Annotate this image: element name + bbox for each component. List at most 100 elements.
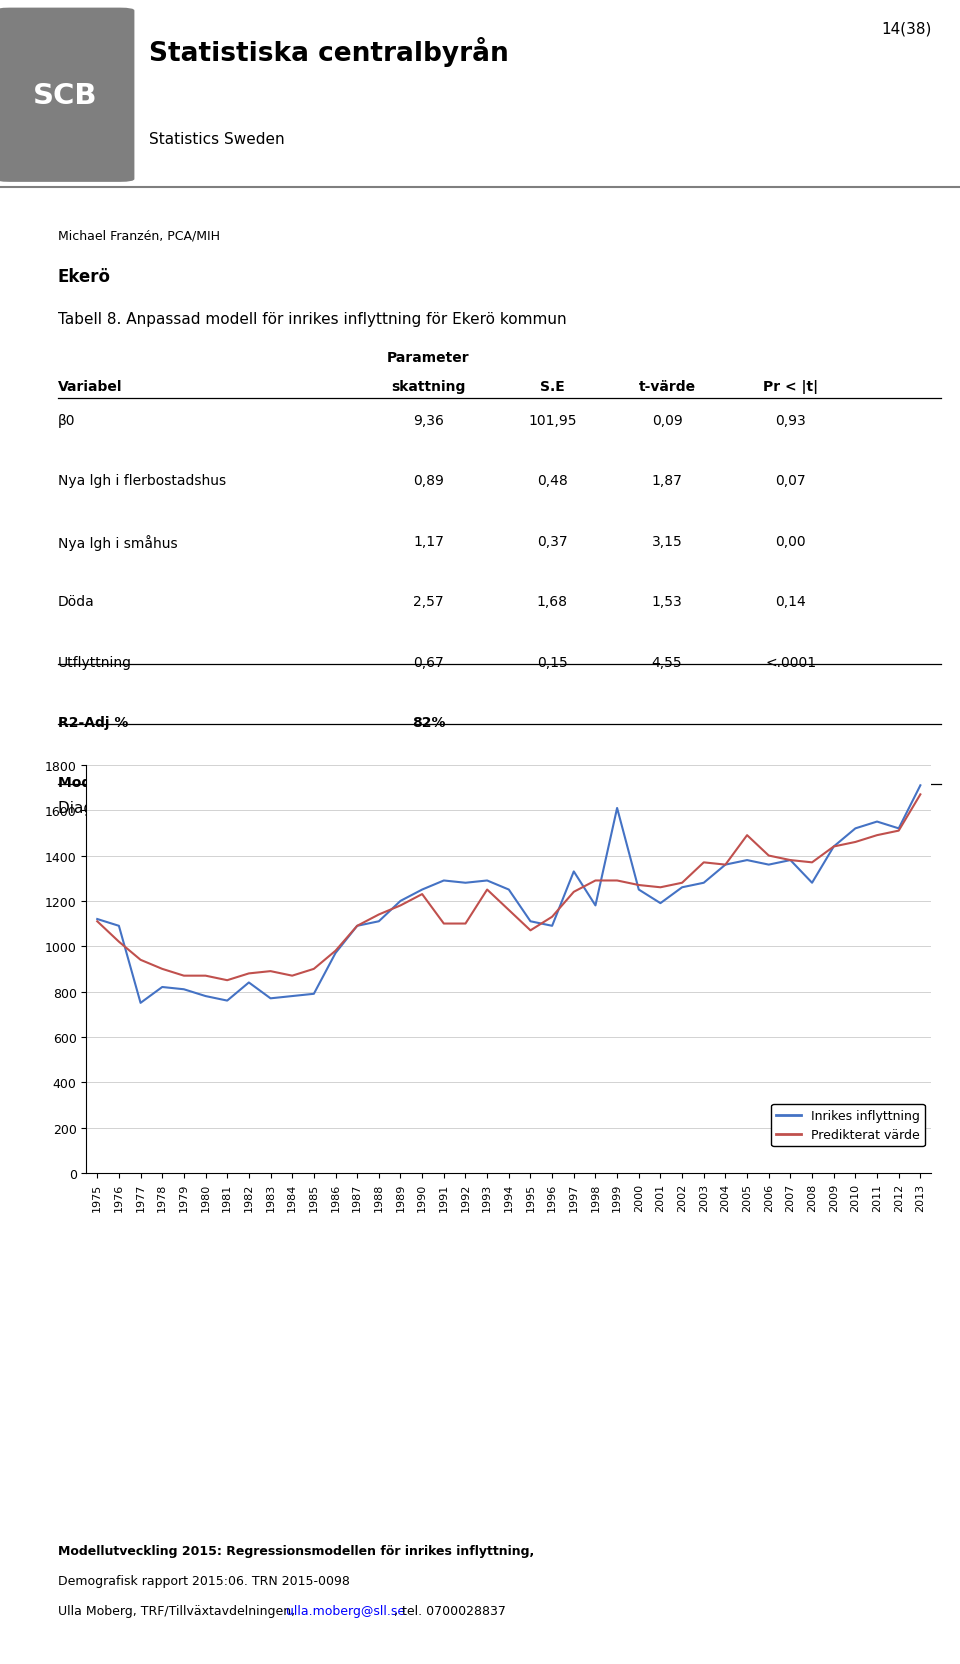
Predikterat värde: [351, 917, 363, 937]
Inrikes inflyttning: [329, 943, 341, 963]
Text: Statistiska centralbyrån: Statistiska centralbyrån: [149, 37, 509, 67]
Inrikes inflyttning: [417, 880, 428, 900]
Inrikes inflyttning: [373, 912, 385, 932]
Inrikes inflyttning: [720, 855, 732, 875]
Inrikes inflyttning: [503, 880, 515, 900]
Predikterat värde: [438, 914, 449, 934]
Predikterat värde: [850, 832, 861, 852]
Predikterat värde: [525, 920, 537, 940]
Inrikes inflyttning: [156, 977, 168, 997]
Text: R2-Adj %: R2-Adj %: [58, 716, 128, 729]
Text: 82%: 82%: [412, 716, 445, 729]
Inrikes inflyttning: [806, 874, 818, 894]
Inrikes inflyttning: [91, 910, 103, 930]
Inrikes inflyttning: [460, 874, 471, 894]
Inrikes inflyttning: [698, 874, 709, 894]
Inrikes inflyttning: [655, 894, 666, 914]
Text: Nya lgh i flerbostadshus: Nya lgh i flerbostadshus: [58, 474, 226, 488]
Predikterat värde: [134, 950, 146, 970]
Text: 3,15: 3,15: [652, 534, 683, 549]
Text: Parameter: Parameter: [387, 351, 469, 364]
Text: <.0001: <.0001: [765, 656, 816, 669]
Predikterat värde: [481, 880, 492, 900]
Inrikes inflyttning: [481, 870, 492, 890]
Predikterat värde: [265, 962, 276, 982]
Predikterat värde: [568, 882, 580, 902]
Text: SCB: SCB: [33, 82, 98, 110]
Inrikes inflyttning: [395, 892, 406, 912]
Predikterat värde: [784, 850, 796, 870]
Inrikes inflyttning: [179, 980, 190, 1000]
Inrikes inflyttning: [612, 799, 623, 819]
Text: 0,14: 0,14: [776, 596, 806, 609]
Predikterat värde: [872, 825, 883, 845]
Inrikes inflyttning: [915, 775, 926, 795]
Text: Variabel: Variabel: [58, 379, 122, 394]
Text: 0,89: 0,89: [413, 474, 444, 488]
Inrikes inflyttning: [243, 973, 254, 993]
Predikterat värde: [677, 874, 688, 894]
Inrikes inflyttning: [677, 879, 688, 899]
Text: Ekerö: Ekerö: [58, 268, 110, 286]
Text: Tabell 8. Anpassad modell för inrikes inflyttning för Ekerö kommun: Tabell 8. Anpassad modell för inrikes in…: [58, 311, 566, 326]
Predikterat värde: [156, 958, 168, 978]
Text: t-värde: t-värde: [638, 379, 696, 394]
Predikterat värde: [612, 870, 623, 890]
Inrikes inflyttning: [763, 855, 775, 875]
Text: Demografisk rapport 2015:06. TRN 2015-0098: Demografisk rapport 2015:06. TRN 2015-00…: [58, 1574, 349, 1587]
Text: 4,55: 4,55: [652, 656, 683, 669]
Inrikes inflyttning: [872, 812, 883, 832]
Predikterat värde: [91, 912, 103, 932]
Inrikes inflyttning: [850, 819, 861, 839]
Inrikes inflyttning: [308, 983, 320, 1003]
Predikterat värde: [893, 820, 904, 840]
Predikterat värde: [460, 914, 471, 934]
Text: 0,00: 0,00: [776, 534, 806, 549]
Inrikes inflyttning: [200, 987, 211, 1007]
Predikterat värde: [200, 967, 211, 987]
Text: Pr < |t|: Pr < |t|: [763, 379, 818, 394]
Inrikes inflyttning: [589, 895, 601, 915]
Text: Modellens F-värde: Modellens F-värde: [58, 775, 202, 790]
Inrikes inflyttning: [525, 912, 537, 932]
Inrikes inflyttning: [893, 819, 904, 839]
Predikterat värde: [286, 967, 298, 987]
Text: S.E: S.E: [540, 379, 564, 394]
Predikterat värde: [308, 958, 320, 978]
Legend: Inrikes inflyttning, Predikterat värde: Inrikes inflyttning, Predikterat värde: [771, 1105, 924, 1146]
Text: <.0001: <.0001: [763, 775, 819, 790]
Text: 0,15: 0,15: [537, 656, 567, 669]
Text: 0,07: 0,07: [776, 474, 806, 488]
Predikterat värde: [633, 875, 644, 895]
Text: 2,57: 2,57: [413, 596, 444, 609]
Predikterat värde: [655, 879, 666, 899]
Predikterat värde: [179, 967, 190, 987]
Text: Ulla Moberg, TRF/Tillväxtavdelningen,: Ulla Moberg, TRF/Tillväxtavdelningen,: [58, 1604, 299, 1617]
Text: Utflyttning: Utflyttning: [58, 656, 132, 669]
Text: Modellutveckling 2015: Regressionsmodellen för inrikes inflyttning,: Modellutveckling 2015: Regressionsmodell…: [58, 1544, 534, 1558]
Predikterat värde: [741, 825, 753, 845]
Text: Diagram 3. Predikterade vs. observerade värden inrikes inflyttning för Ekerö kom: Diagram 3. Predikterade vs. observerade …: [58, 800, 715, 815]
Predikterat värde: [395, 895, 406, 915]
Text: 9,36: 9,36: [413, 414, 444, 428]
Text: Döda: Döda: [58, 596, 94, 609]
Inrikes inflyttning: [351, 917, 363, 937]
Predikterat värde: [113, 932, 125, 952]
Predikterat värde: [828, 837, 839, 857]
Text: 14(38): 14(38): [881, 22, 931, 37]
Text: Nya lgh i småhus: Nya lgh i småhus: [58, 534, 178, 551]
Text: 1,17: 1,17: [413, 534, 444, 549]
FancyBboxPatch shape: [0, 8, 134, 183]
Inrikes inflyttning: [633, 880, 644, 900]
Text: 0,09: 0,09: [652, 414, 683, 428]
Text: skattning: skattning: [392, 379, 466, 394]
Inrikes inflyttning: [134, 993, 146, 1013]
Text: Michael Franzén, PCA/MIH: Michael Franzén, PCA/MIH: [58, 230, 220, 241]
Text: 1,87: 1,87: [652, 474, 683, 488]
Predikterat värde: [720, 855, 732, 875]
Text: 44,68: 44,68: [406, 775, 450, 790]
Inrikes inflyttning: [265, 988, 276, 1008]
Text: 0,93: 0,93: [776, 414, 806, 428]
Inrikes inflyttning: [546, 917, 558, 937]
Predikterat värde: [589, 870, 601, 890]
